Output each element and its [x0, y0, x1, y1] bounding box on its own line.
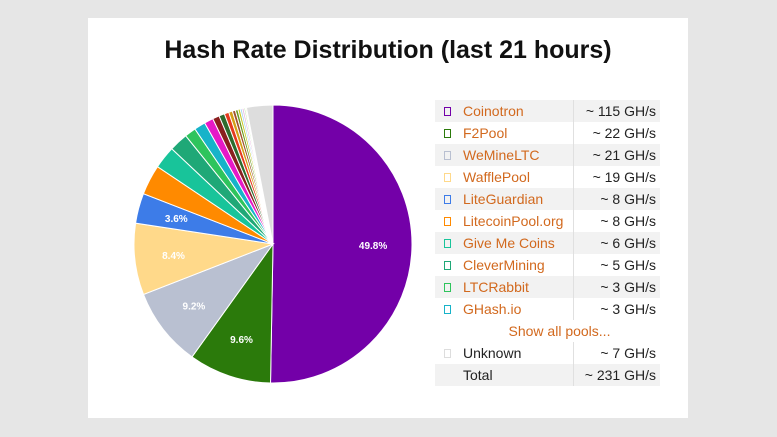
- legend-swatch: [443, 195, 451, 204]
- legend-row: Give Me Coins ~ 6 GH/s: [435, 232, 660, 254]
- pie-slice-percent-label: 9.6%: [230, 335, 253, 346]
- legend-row-total: Total ~ 231 GH/s: [435, 364, 660, 386]
- legend-swatch: [443, 349, 451, 358]
- legend-total-label: Total: [459, 364, 574, 386]
- legend-row: F2Pool ~ 22 GH/s: [435, 122, 660, 144]
- legend-value: ~ 21 GH/s: [573, 144, 660, 166]
- legend-row: CleverMining ~ 5 GH/s: [435, 254, 660, 276]
- legend-swatch: [443, 107, 451, 116]
- legend-swatch: [443, 129, 451, 138]
- pie-slice: [270, 104, 413, 384]
- legend-value: ~ 22 GH/s: [573, 122, 660, 144]
- legend-value: ~ 3 GH/s: [573, 276, 660, 298]
- pie-slice-percent-label: 9.2%: [183, 301, 206, 312]
- legend-row: LTCRabbit ~ 3 GH/s: [435, 276, 660, 298]
- legend-row: WafflePool ~ 19 GH/s: [435, 166, 660, 188]
- legend-show-all-row: Show all pools...: [435, 320, 660, 342]
- legend-row: Coinotron ~ 115 GH/s: [435, 100, 660, 122]
- chart-card: Hash Rate Distribution (last 21 hours) 4…: [88, 18, 688, 418]
- legend-pool-link[interactable]: LiteGuardian: [459, 188, 574, 210]
- legend-pool-link[interactable]: LTCRabbit: [459, 276, 574, 298]
- legend-swatch: [443, 173, 451, 182]
- legend-pool-link[interactable]: CleverMining: [463, 257, 545, 273]
- pie-slice: [142, 242, 275, 358]
- pie-chart: 49.8% 9.6% 9.2% 8.4% 3.6%: [133, 104, 413, 384]
- legend-pool-link[interactable]: LitecoinPool.org: [463, 213, 564, 229]
- legend-swatch: [443, 261, 451, 270]
- legend-pool-link[interactable]: WafflePool: [463, 169, 530, 185]
- legend-row: WeMineLTC ~ 21 GH/s: [435, 144, 660, 166]
- legend-name: Unknown: [463, 345, 522, 361]
- pie-slice-percent-label: 49.8%: [359, 241, 387, 252]
- legend-value: ~ 7 GH/s: [573, 342, 660, 364]
- legend-pool-link[interactable]: WeMineLTC: [459, 144, 574, 166]
- show-all-pools-link[interactable]: Show all pools...: [508, 323, 611, 339]
- legend-row: LiteGuardian ~ 8 GH/s: [435, 188, 660, 210]
- legend-value: ~ 5 GH/s: [573, 254, 660, 276]
- legend-swatch: [443, 283, 451, 292]
- legend-pool-link[interactable]: GHash.io: [463, 301, 522, 317]
- legend-row: GHash.io ~ 3 GH/s: [435, 298, 660, 320]
- pie-slice-percent-label: 3.6%: [165, 214, 188, 225]
- legend-value: ~ 8 GH/s: [573, 210, 660, 232]
- legend-swatch: [443, 239, 451, 248]
- legend-pool-link[interactable]: F2Pool: [463, 125, 508, 141]
- legend-swatch: [443, 151, 451, 160]
- legend-value: ~ 6 GH/s: [573, 232, 660, 254]
- legend-swatch: [443, 217, 451, 226]
- pie-slice-percent-label: 8.4%: [162, 251, 185, 262]
- chart-title: Hash Rate Distribution (last 21 hours): [164, 36, 612, 64]
- legend-value: ~ 8 GH/s: [573, 188, 660, 210]
- legend-total-value: ~ 231 GH/s: [573, 364, 660, 386]
- legend-swatch: [443, 305, 451, 314]
- legend-table: Coinotron ~ 115 GH/s F2Pool ~ 22 GH/s WeMine…: [435, 100, 660, 386]
- legend-pool-link[interactable]: Coinotron: [459, 100, 574, 122]
- pie-slice: [191, 242, 274, 384]
- legend-value: ~ 115 GH/s: [573, 100, 660, 122]
- legend-value: ~ 19 GH/s: [573, 166, 660, 188]
- legend-row-unknown: Unknown ~ 7 GH/s: [435, 342, 660, 364]
- legend-row: LitecoinPool.org ~ 8 GH/s: [435, 210, 660, 232]
- pie-slice: [245, 104, 274, 245]
- legend-value: ~ 3 GH/s: [573, 298, 660, 320]
- legend-pool-link[interactable]: Give Me Coins: [459, 232, 574, 254]
